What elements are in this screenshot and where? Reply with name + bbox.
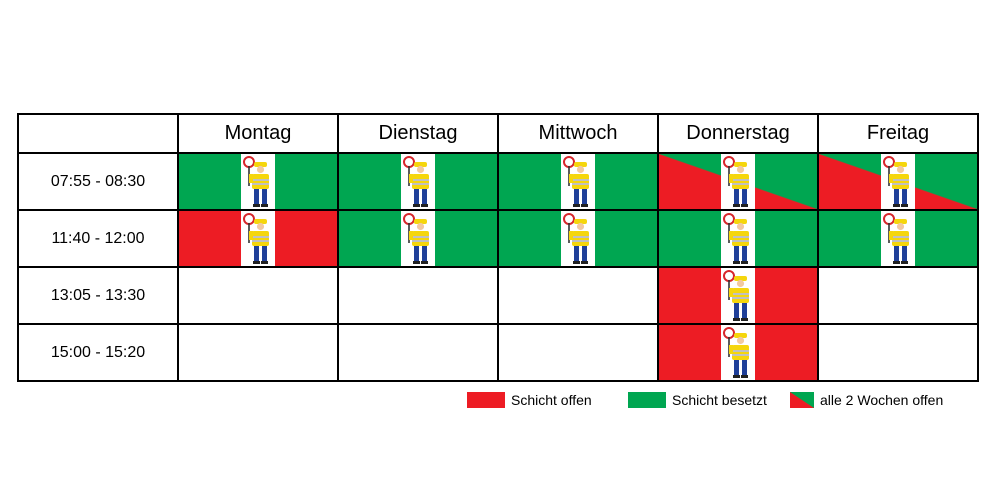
shift-cell bbox=[337, 266, 499, 325]
corner-cell bbox=[17, 113, 179, 154]
table-row: 11:40 - 12:00 bbox=[17, 209, 979, 268]
shift-cell bbox=[497, 323, 659, 382]
crossing-guard-icon bbox=[881, 154, 915, 209]
shift-cell bbox=[817, 323, 979, 382]
shift-cell bbox=[177, 323, 339, 382]
header-row: Montag Dienstag Mittwoch Donnerstag Frei… bbox=[17, 113, 979, 154]
crossing-guard-icon bbox=[721, 211, 755, 266]
shift-cell bbox=[177, 266, 339, 325]
shift-cell bbox=[657, 152, 819, 211]
legend-swatch-offen bbox=[467, 392, 505, 408]
shift-cell bbox=[177, 209, 339, 268]
shift-cell bbox=[177, 152, 339, 211]
legend: Schicht offen Schicht besetzt alle 2 Woc… bbox=[0, 390, 1000, 412]
shift-cell bbox=[657, 266, 819, 325]
shift-cell bbox=[337, 152, 499, 211]
day-header-freitag: Freitag bbox=[817, 113, 979, 154]
shift-cell bbox=[337, 323, 499, 382]
shift-cell bbox=[497, 152, 659, 211]
time-slot-label: 07:55 - 08:30 bbox=[17, 152, 179, 211]
shift-cell bbox=[817, 209, 979, 268]
shift-cell bbox=[817, 152, 979, 211]
legend-item-besetzt: Schicht besetzt bbox=[628, 390, 767, 410]
legend-swatch-wechsel bbox=[790, 392, 814, 408]
day-header-mittwoch: Mittwoch bbox=[497, 113, 659, 154]
legend-label-wechsel: alle 2 Wochen offen bbox=[820, 392, 944, 408]
legend-swatch-besetzt bbox=[628, 392, 666, 408]
crossing-guard-icon bbox=[721, 268, 755, 323]
crossing-guard-icon bbox=[401, 211, 435, 266]
shift-cell bbox=[817, 266, 979, 325]
shift-cell bbox=[497, 209, 659, 268]
crossing-guard-icon bbox=[401, 154, 435, 209]
crossing-guard-icon bbox=[241, 154, 275, 209]
crossing-guard-icon bbox=[721, 325, 755, 380]
legend-item-wechsel: alle 2 Wochen offen bbox=[790, 390, 943, 410]
table-row: 13:05 - 13:30 bbox=[17, 266, 979, 325]
crossing-guard-icon bbox=[561, 211, 595, 266]
day-header-dienstag: Dienstag bbox=[337, 113, 499, 154]
crossing-guard-icon bbox=[721, 154, 755, 209]
shift-cell bbox=[657, 209, 819, 268]
shift-cell bbox=[337, 209, 499, 268]
shift-cell bbox=[497, 266, 659, 325]
crossing-guard-icon bbox=[241, 211, 275, 266]
time-slot-label: 13:05 - 13:30 bbox=[17, 266, 179, 325]
legend-label-offen: Schicht offen bbox=[511, 392, 592, 408]
shift-cell bbox=[657, 323, 819, 382]
time-slot-label: 11:40 - 12:00 bbox=[17, 209, 179, 268]
shift-schedule-table: Montag Dienstag Mittwoch Donnerstag Frei… bbox=[17, 113, 979, 382]
day-header-montag: Montag bbox=[177, 113, 339, 154]
time-slot-label: 15:00 - 15:20 bbox=[17, 323, 179, 382]
legend-item-offen: Schicht offen bbox=[467, 390, 592, 410]
legend-label-besetzt: Schicht besetzt bbox=[672, 392, 767, 408]
table-row: 15:00 - 15:20 bbox=[17, 323, 979, 382]
crossing-guard-icon bbox=[881, 211, 915, 266]
crossing-guard-icon bbox=[561, 154, 595, 209]
day-header-donnerstag: Donnerstag bbox=[657, 113, 819, 154]
table-row: 07:55 - 08:30 bbox=[17, 152, 979, 211]
